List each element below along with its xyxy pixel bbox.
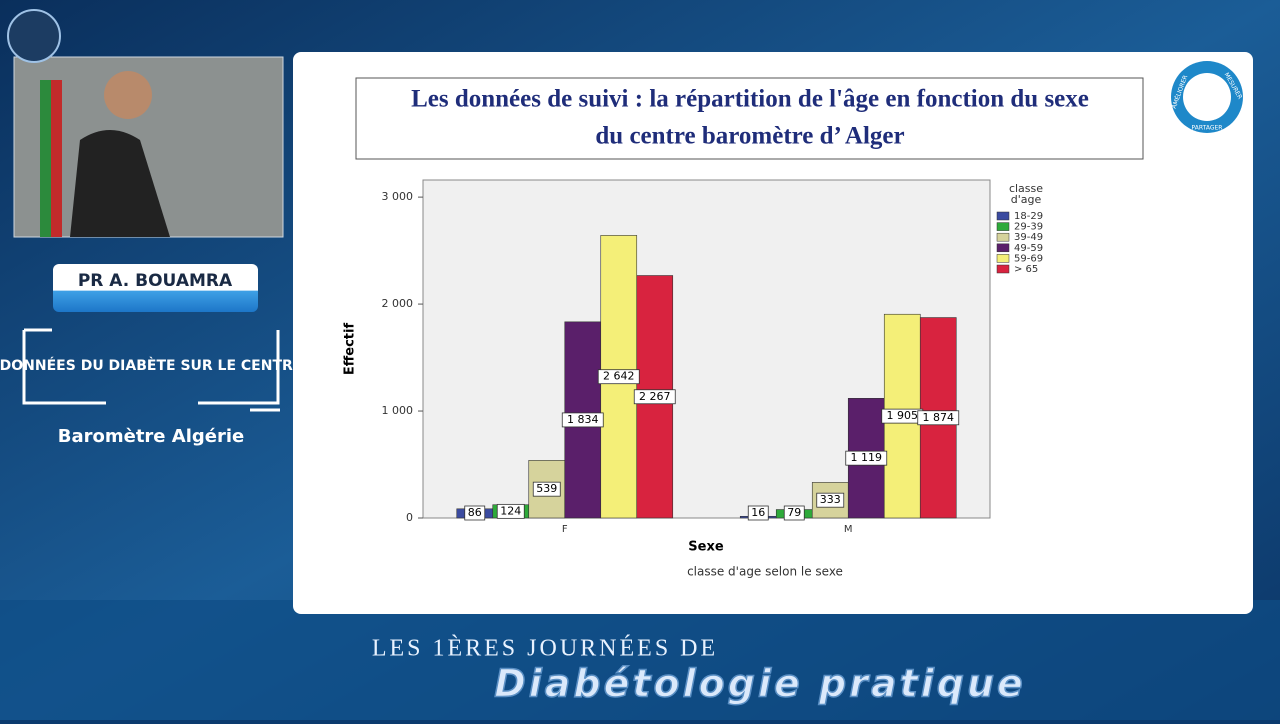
value-label: 16 bbox=[751, 506, 765, 519]
y-tick-label: 1 000 bbox=[382, 404, 414, 417]
legend-swatch bbox=[996, 232, 1010, 242]
value-label: 539 bbox=[536, 482, 557, 495]
value-label: 1 119 bbox=[851, 451, 883, 464]
value-label-box bbox=[747, 505, 769, 521]
value-label-box bbox=[597, 369, 640, 385]
value-label-box bbox=[845, 450, 888, 466]
title-box bbox=[355, 77, 1144, 160]
value-label-box bbox=[496, 503, 525, 519]
speaker bbox=[104, 71, 152, 119]
legend-label: 59-69 bbox=[1014, 253, 1043, 264]
banner-band bbox=[0, 600, 1280, 720]
value-label-box bbox=[561, 412, 604, 428]
x-tick-label: M bbox=[844, 524, 853, 535]
legend-label: 29-39 bbox=[1014, 222, 1043, 233]
badge-word: PARTAGER bbox=[1192, 125, 1223, 132]
value-label-box bbox=[464, 505, 486, 521]
topic: DONNÉES DU DIABÈTE SUR LE CENTRE bbox=[0, 357, 302, 374]
legend-swatch bbox=[996, 243, 1010, 253]
x-axis-label: Sexe bbox=[688, 540, 724, 555]
name-pill bbox=[53, 264, 258, 312]
banner-line2: Diabétologie pratique bbox=[494, 662, 1026, 706]
legend-swatch bbox=[996, 211, 1010, 221]
value-label-box bbox=[532, 481, 561, 497]
chart-title: Les données de suivi : la répartition de… bbox=[411, 86, 1089, 113]
subtitle: Baromètre Algérie bbox=[58, 426, 244, 447]
value-label: 2 642 bbox=[603, 370, 635, 383]
y-tick-label: 3 000 bbox=[382, 190, 414, 203]
chart-title: du centre baromètre d’ Alger bbox=[595, 123, 904, 150]
x-tick-label: F bbox=[562, 524, 568, 535]
legend-title: d'age bbox=[1011, 193, 1042, 206]
value-label: 333 bbox=[820, 493, 841, 506]
legend-label: 49-59 bbox=[1014, 243, 1043, 254]
badge bbox=[1183, 73, 1231, 121]
value-label-box bbox=[783, 505, 805, 521]
legend-label: > 65 bbox=[1014, 264, 1038, 275]
value-label: 1 874 bbox=[923, 411, 955, 424]
value-label: 79 bbox=[787, 506, 801, 519]
caption: classe d'age selon le sexe bbox=[687, 565, 843, 579]
value-label-box bbox=[633, 389, 676, 405]
value-label: 2 267 bbox=[639, 390, 671, 403]
value-label-box bbox=[816, 492, 845, 508]
value-label: 86 bbox=[468, 506, 482, 519]
value-label: 124 bbox=[500, 504, 521, 517]
legend-swatch bbox=[996, 254, 1010, 263]
topic-frame bbox=[22, 328, 280, 412]
value-label: 1 905 bbox=[887, 409, 919, 422]
legend-swatch bbox=[996, 264, 1010, 274]
speaker bbox=[70, 130, 170, 237]
banner-line1: LES 1ÈRES JOURNÉES DE bbox=[372, 636, 718, 662]
y-axis-label: Effectif bbox=[343, 323, 358, 376]
legend-label: 39-49 bbox=[1014, 232, 1043, 243]
speaker-name: PR A. BOUAMRA bbox=[78, 271, 233, 291]
y-tick-label: 2 000 bbox=[382, 297, 414, 310]
flag bbox=[40, 80, 51, 237]
value-label: 1 834 bbox=[567, 413, 599, 426]
legend-title: classe bbox=[1009, 182, 1043, 195]
legend-label: 18-29 bbox=[1014, 211, 1043, 222]
value-label-box bbox=[917, 410, 960, 426]
legend-swatch bbox=[996, 222, 1010, 231]
logo bbox=[7, 9, 61, 63]
y-tick-label: 0 bbox=[406, 511, 413, 524]
